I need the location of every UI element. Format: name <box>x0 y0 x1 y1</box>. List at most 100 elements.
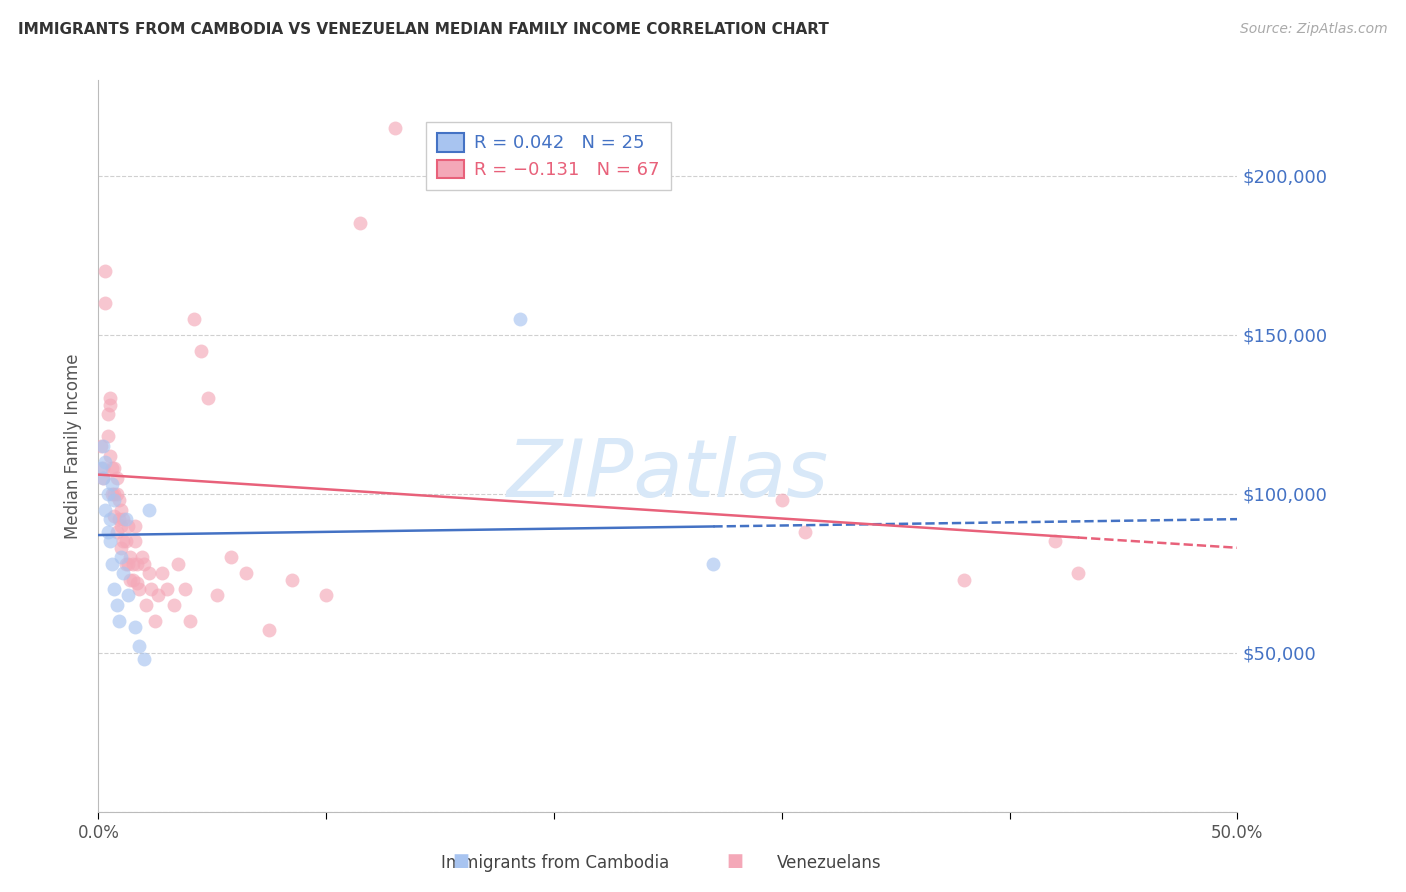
Point <box>156 582 179 596</box>
Point <box>127 557 149 571</box>
Point <box>139 582 162 596</box>
Text: ■: ■ <box>453 852 470 870</box>
Point <box>131 550 153 565</box>
Point <box>90 439 112 453</box>
Point <box>1067 566 1090 581</box>
Point <box>105 524 128 539</box>
Point <box>135 598 157 612</box>
Point <box>108 493 131 508</box>
Point <box>190 343 212 358</box>
Point <box>108 614 131 628</box>
Point <box>105 471 128 485</box>
Point <box>96 486 118 500</box>
Point <box>96 429 118 443</box>
Text: IMMIGRANTS FROM CAMBODIA VS VENEZUELAN MEDIAN FAMILY INCOME CORRELATION CHART: IMMIGRANTS FROM CAMBODIA VS VENEZUELAN M… <box>18 22 830 37</box>
Point <box>128 582 150 596</box>
Point <box>96 524 118 539</box>
Text: ■: ■ <box>727 852 744 870</box>
Point <box>138 566 160 581</box>
Point <box>183 311 205 326</box>
Point <box>793 524 815 539</box>
Point <box>349 216 371 230</box>
Point <box>1043 534 1066 549</box>
Point <box>112 512 135 526</box>
Point <box>702 557 724 571</box>
Text: Venezuelans: Venezuelans <box>778 855 882 872</box>
Point <box>98 398 121 412</box>
Point <box>101 461 124 475</box>
Point <box>770 493 793 508</box>
Point <box>150 566 173 581</box>
Point <box>94 296 117 310</box>
Point <box>259 624 281 638</box>
Point <box>101 486 124 500</box>
Point <box>219 550 242 565</box>
Point <box>91 471 114 485</box>
Point <box>117 518 139 533</box>
Point <box>179 614 201 628</box>
Point <box>103 486 125 500</box>
Point <box>96 407 118 421</box>
Point <box>117 557 139 571</box>
Point <box>98 512 121 526</box>
Text: Source: ZipAtlas.com: Source: ZipAtlas.com <box>1240 22 1388 37</box>
Point <box>101 557 124 571</box>
Point <box>167 557 190 571</box>
Point <box>127 575 149 590</box>
Point <box>103 493 125 508</box>
Point <box>103 582 125 596</box>
Point <box>121 557 143 571</box>
Point <box>132 652 155 666</box>
Point <box>162 598 184 612</box>
Point <box>90 461 112 475</box>
Point <box>114 557 136 571</box>
Point <box>110 541 132 555</box>
Point <box>132 557 155 571</box>
Point <box>91 471 114 485</box>
Point <box>128 640 150 654</box>
Text: ZIPatlas: ZIPatlas <box>506 436 830 515</box>
Point <box>205 589 228 603</box>
Point <box>138 502 160 516</box>
Point <box>114 512 136 526</box>
Point <box>98 392 121 406</box>
Point <box>103 461 125 475</box>
Point <box>110 518 132 533</box>
Point <box>110 502 132 516</box>
Point <box>124 620 146 634</box>
Point <box>235 566 257 581</box>
Point <box>281 573 304 587</box>
Y-axis label: Median Family Income: Median Family Income <box>65 353 83 539</box>
Point <box>98 534 121 549</box>
Point <box>105 598 128 612</box>
Point <box>108 512 131 526</box>
Point <box>953 573 976 587</box>
Point <box>315 589 337 603</box>
Point <box>124 518 146 533</box>
Point <box>101 477 124 491</box>
Point <box>384 120 406 135</box>
Point <box>112 534 135 549</box>
Point <box>91 461 114 475</box>
Point <box>121 573 143 587</box>
Point <box>120 550 142 565</box>
Point <box>174 582 197 596</box>
Point <box>146 589 169 603</box>
Text: Immigrants from Cambodia: Immigrants from Cambodia <box>441 855 669 872</box>
Point <box>103 508 125 523</box>
Point <box>112 566 135 581</box>
Point <box>124 534 146 549</box>
Point <box>105 486 128 500</box>
Point <box>94 264 117 278</box>
Point <box>120 573 142 587</box>
Point <box>98 449 121 463</box>
Point <box>197 392 219 406</box>
Point <box>94 502 117 516</box>
Point <box>110 550 132 565</box>
Point <box>91 439 114 453</box>
Point <box>145 614 167 628</box>
Legend: R = 0.042   N = 25, R = −0.131   N = 67: R = 0.042 N = 25, R = −0.131 N = 67 <box>426 122 671 190</box>
Point <box>114 534 136 549</box>
Point <box>509 311 531 326</box>
Point <box>94 455 117 469</box>
